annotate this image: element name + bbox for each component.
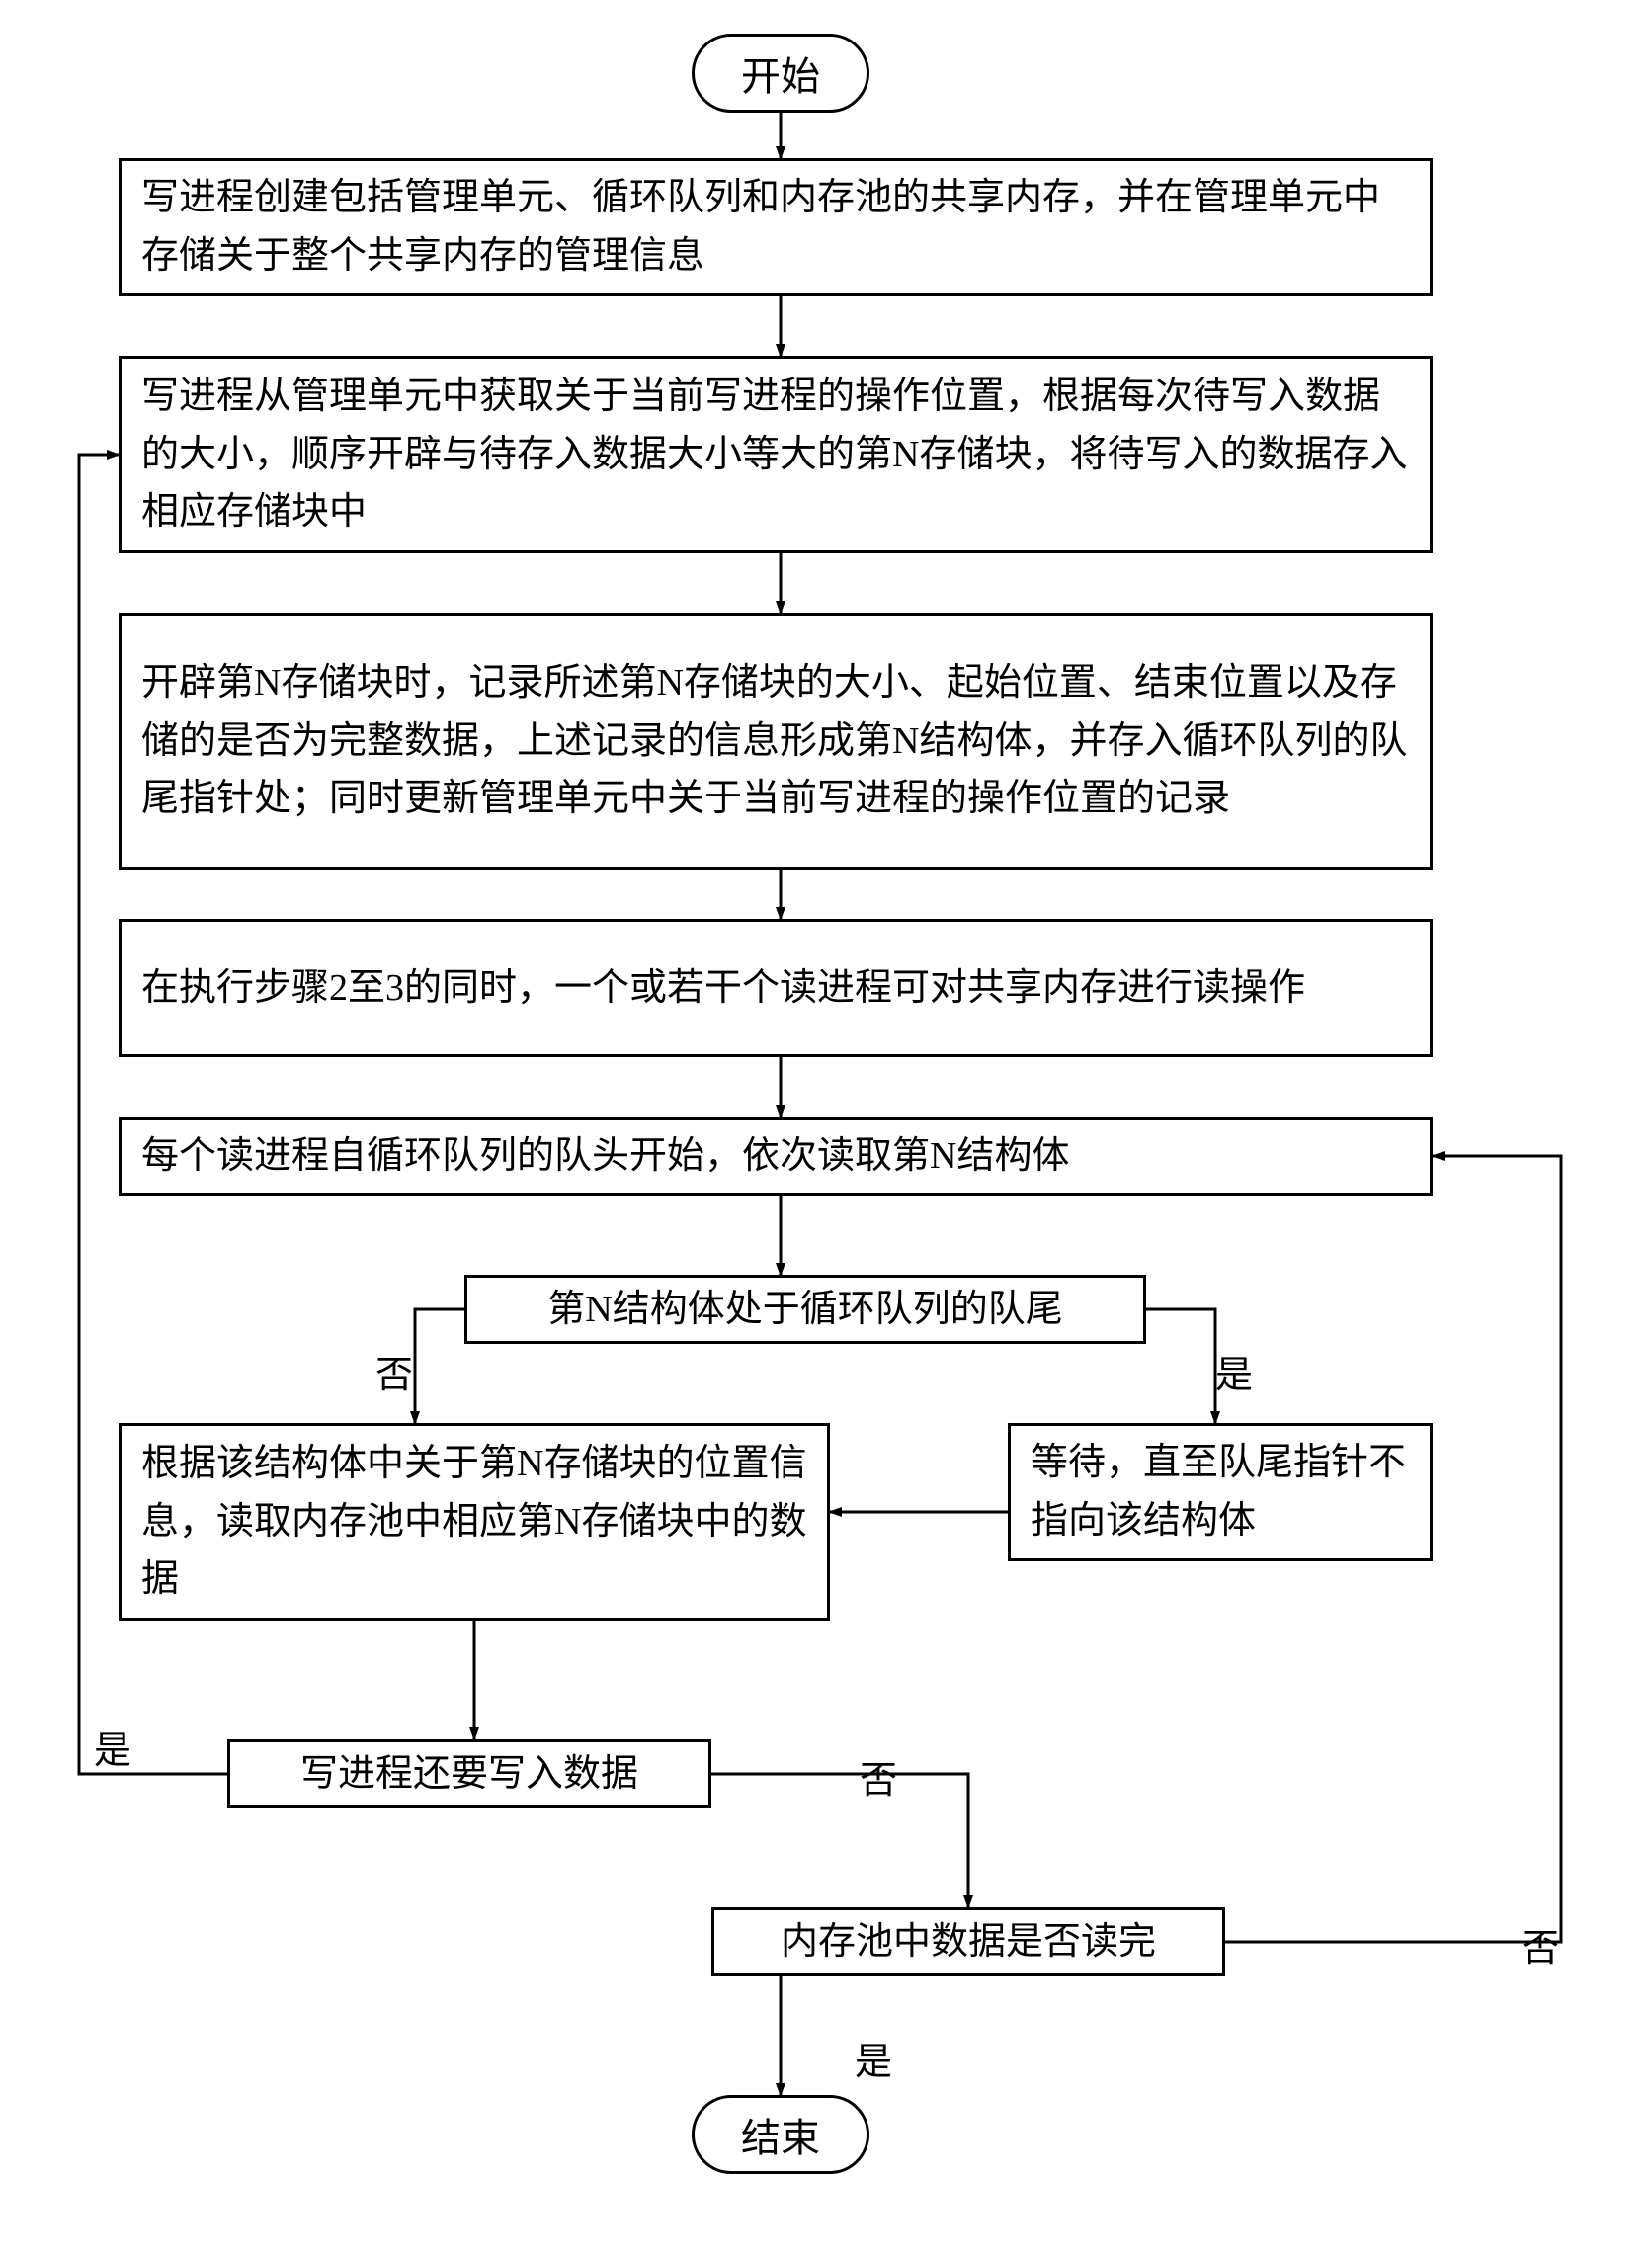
edge-label-d1-yes: 是 [1215, 1344, 1253, 1398]
label-s5: 每个读进程自循环队列的队头开始，依次读取第N结构体 [141, 1128, 1069, 1186]
label-s3: 开辟第N存储块时，记录所述第N存储块的大小、起始位置、结束位置以及存储的是否为完… [141, 654, 1410, 829]
node-s2: 写进程从管理单元中获取关于当前写进程的操作位置，根据每次待写入数据的大小，顺序开… [119, 356, 1433, 553]
label-d3: 内存池中数据是否读完 [781, 1913, 1156, 1971]
edge-label-d2-no: 否 [860, 1749, 897, 1803]
node-start: 开始 [692, 34, 869, 113]
edge-d1-s6 [415, 1309, 464, 1423]
edge-label-d3-yes: 是 [855, 2031, 892, 2085]
label-s7: 等待，直至队尾指针不指向该结构体 [1031, 1434, 1410, 1550]
label-d1: 第N结构体处于循环队列的队尾 [547, 1281, 1062, 1339]
node-d2: 写进程还要写入数据 [227, 1739, 711, 1808]
edge-label-d2-yes: 是 [94, 1719, 131, 1774]
node-end: 结束 [692, 2095, 869, 2174]
node-d1: 第N结构体处于循环队列的队尾 [464, 1275, 1146, 1344]
edge-d2-d3 [711, 1774, 968, 1907]
label-start: 开始 [741, 44, 820, 102]
node-s7: 等待，直至队尾指针不指向该结构体 [1008, 1423, 1433, 1561]
node-d3: 内存池中数据是否读完 [711, 1907, 1225, 1976]
label-s1: 写进程创建包括管理单元、循环队列和内存池的共享内存，并在管理单元中存储关于整个共… [141, 169, 1410, 286]
node-s3: 开辟第N存储块时，记录所述第N存储块的大小、起始位置、结束位置以及存储的是否为完… [119, 613, 1433, 870]
node-s6: 根据该结构体中关于第N存储块的位置信息，读取内存池中相应第N存储块中的数据 [119, 1423, 830, 1621]
flowchart-canvas: 开始 写进程创建包括管理单元、循环队列和内存池的共享内存，并在管理单元中存储关于… [0, 0, 1652, 2261]
edge-label-d3-no: 否 [1522, 1917, 1559, 1971]
label-s4: 在执行步骤2至3的同时，一个或若干个读进程可对共享内存进行读操作 [141, 960, 1305, 1018]
node-s1: 写进程创建包括管理单元、循环队列和内存池的共享内存，并在管理单元中存储关于整个共… [119, 158, 1433, 296]
label-d2: 写进程还要写入数据 [300, 1745, 638, 1803]
label-end: 结束 [741, 2106, 820, 2163]
label-s6: 根据该结构体中关于第N存储块的位置信息，读取内存池中相应第N存储块中的数据 [141, 1435, 807, 1610]
label-s2: 写进程从管理单元中获取关于当前写进程的操作位置，根据每次待写入数据的大小，顺序开… [141, 368, 1410, 543]
edge-label-d1-no: 否 [375, 1344, 413, 1398]
edge-d1-s7 [1146, 1309, 1215, 1423]
node-s5: 每个读进程自循环队列的队头开始，依次读取第N结构体 [119, 1117, 1433, 1196]
node-s4: 在执行步骤2至3的同时，一个或若干个读进程可对共享内存进行读操作 [119, 919, 1433, 1057]
